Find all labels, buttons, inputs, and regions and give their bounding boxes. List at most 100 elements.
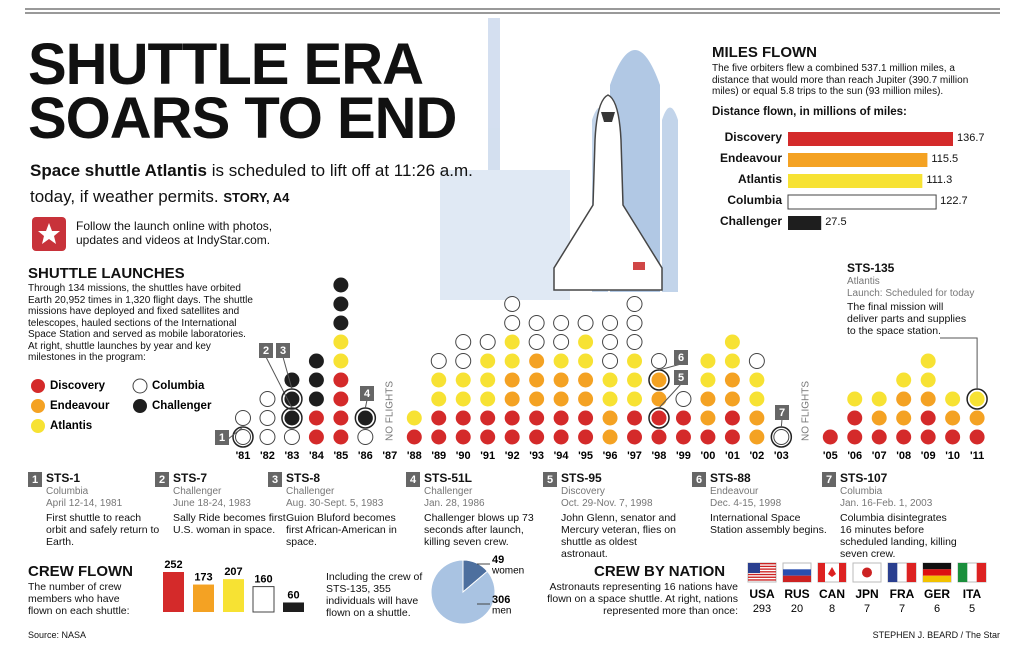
country-count: 7 [864, 603, 870, 615]
launch-dot [651, 391, 667, 407]
milestone-text: International Space Station assembly beg… [710, 512, 827, 537]
launch-dot [479, 334, 496, 350]
launch-dot [871, 429, 887, 445]
flag [852, 562, 882, 583]
orbiter [553, 94, 663, 291]
launch-dots [357, 410, 373, 426]
launch-dots [920, 391, 936, 407]
headline-line: SHUTTLE ERA [28, 32, 424, 97]
milestone-box [406, 472, 420, 487]
legend-swatch [133, 399, 147, 413]
launch-dot [920, 353, 936, 369]
country-count: 20 [791, 603, 803, 615]
launch-dot [283, 429, 300, 445]
flag-band [923, 569, 951, 576]
year-label: '09 [921, 450, 936, 462]
bar [788, 132, 953, 146]
launch-dots [553, 372, 569, 407]
launch-dot [235, 429, 251, 445]
launch-dots [896, 429, 912, 445]
milestone-text: Guion Bluford becomes first African-Amer… [286, 512, 397, 549]
launch-dot [650, 353, 667, 369]
launch-dot [577, 315, 594, 331]
launch-dot [969, 429, 985, 445]
miles-title: MILES FLOWN [712, 44, 817, 61]
milestone-box [276, 343, 290, 358]
launch-dot [847, 410, 863, 426]
launch-dot [431, 410, 447, 426]
milestone-number: 3 [272, 474, 278, 486]
year-label: '05 [823, 450, 838, 462]
launch-dots [920, 353, 936, 388]
launch-dot [945, 391, 961, 407]
launch-dot [455, 429, 471, 445]
flag [817, 562, 847, 583]
launch-dot [333, 334, 349, 350]
legend-label: Endeavour [50, 400, 110, 412]
value-label: 136.7 [957, 132, 985, 144]
country-code: RUS [784, 587, 809, 601]
launch-dot [308, 410, 324, 426]
launch-dot [480, 429, 496, 445]
legend-label: Columbia [152, 380, 205, 392]
launch-dot [333, 315, 349, 331]
launch-dot [333, 410, 349, 426]
launch-dot [455, 353, 472, 369]
launch-dot [553, 410, 569, 426]
launch-dots [626, 296, 643, 350]
year-label: '89 [431, 450, 446, 462]
launch-dot [553, 353, 569, 369]
launch-dots [406, 429, 422, 445]
launch-dot [529, 353, 545, 369]
flag [633, 262, 645, 270]
launch-dot [969, 391, 985, 407]
launches-title: SHUTTLE LAUNCHES [28, 265, 185, 282]
milestone-box [674, 350, 688, 365]
country-count: 293 [753, 603, 771, 615]
launch-dots [650, 353, 667, 369]
launch-dot [724, 334, 740, 350]
crew-text: The number of crew members who have flow… [28, 581, 130, 618]
credit: STEPHEN J. BEARD / The Star [872, 630, 1000, 640]
launch-dot [602, 372, 618, 388]
launch-dot [431, 391, 447, 407]
final-mission-launch: Launch: Scheduled for today [847, 288, 975, 299]
year-label: '83 [285, 450, 300, 462]
milestone-leader [658, 383, 682, 409]
year-label: '02 [749, 450, 764, 462]
launch-dot [308, 391, 324, 407]
launch-dots [627, 353, 643, 407]
launch-dot [700, 372, 716, 388]
launch-dot [308, 429, 324, 445]
flag-band [783, 575, 811, 582]
launch-dots [528, 315, 545, 350]
pie-label: men [492, 606, 511, 617]
nation-text: Astronauts representing 16 nations have … [547, 581, 738, 618]
launch-dot [748, 353, 765, 369]
launch-dots [284, 372, 300, 426]
year-label: '03 [774, 450, 789, 462]
launch-dots [945, 410, 961, 426]
launch-dot [675, 391, 692, 407]
launch-dots [700, 429, 716, 445]
launch-dots [749, 372, 765, 407]
launch-dots [651, 410, 667, 445]
flag-band [783, 569, 811, 576]
launch-dot [455, 334, 472, 350]
launch-dot [700, 429, 716, 445]
value-label: 111.3 [926, 174, 953, 186]
launch-dots [920, 410, 936, 445]
flag-band [839, 563, 846, 582]
milestone-leader [265, 356, 293, 409]
launch-dot [920, 391, 936, 407]
miles-subtitle: Distance flown, in millions of miles: [712, 106, 907, 118]
milestone-date: Jan. 16-Feb. 1, 2003 [840, 498, 933, 509]
flag-canton [748, 563, 760, 573]
launch-dot [847, 429, 863, 445]
bar [787, 194, 937, 210]
legend-swatch [31, 399, 45, 413]
launch-dots [529, 353, 545, 407]
flag [922, 562, 952, 583]
milestone-orbiter: Challenger [286, 486, 335, 497]
bar-label: Endeavour [719, 151, 782, 165]
